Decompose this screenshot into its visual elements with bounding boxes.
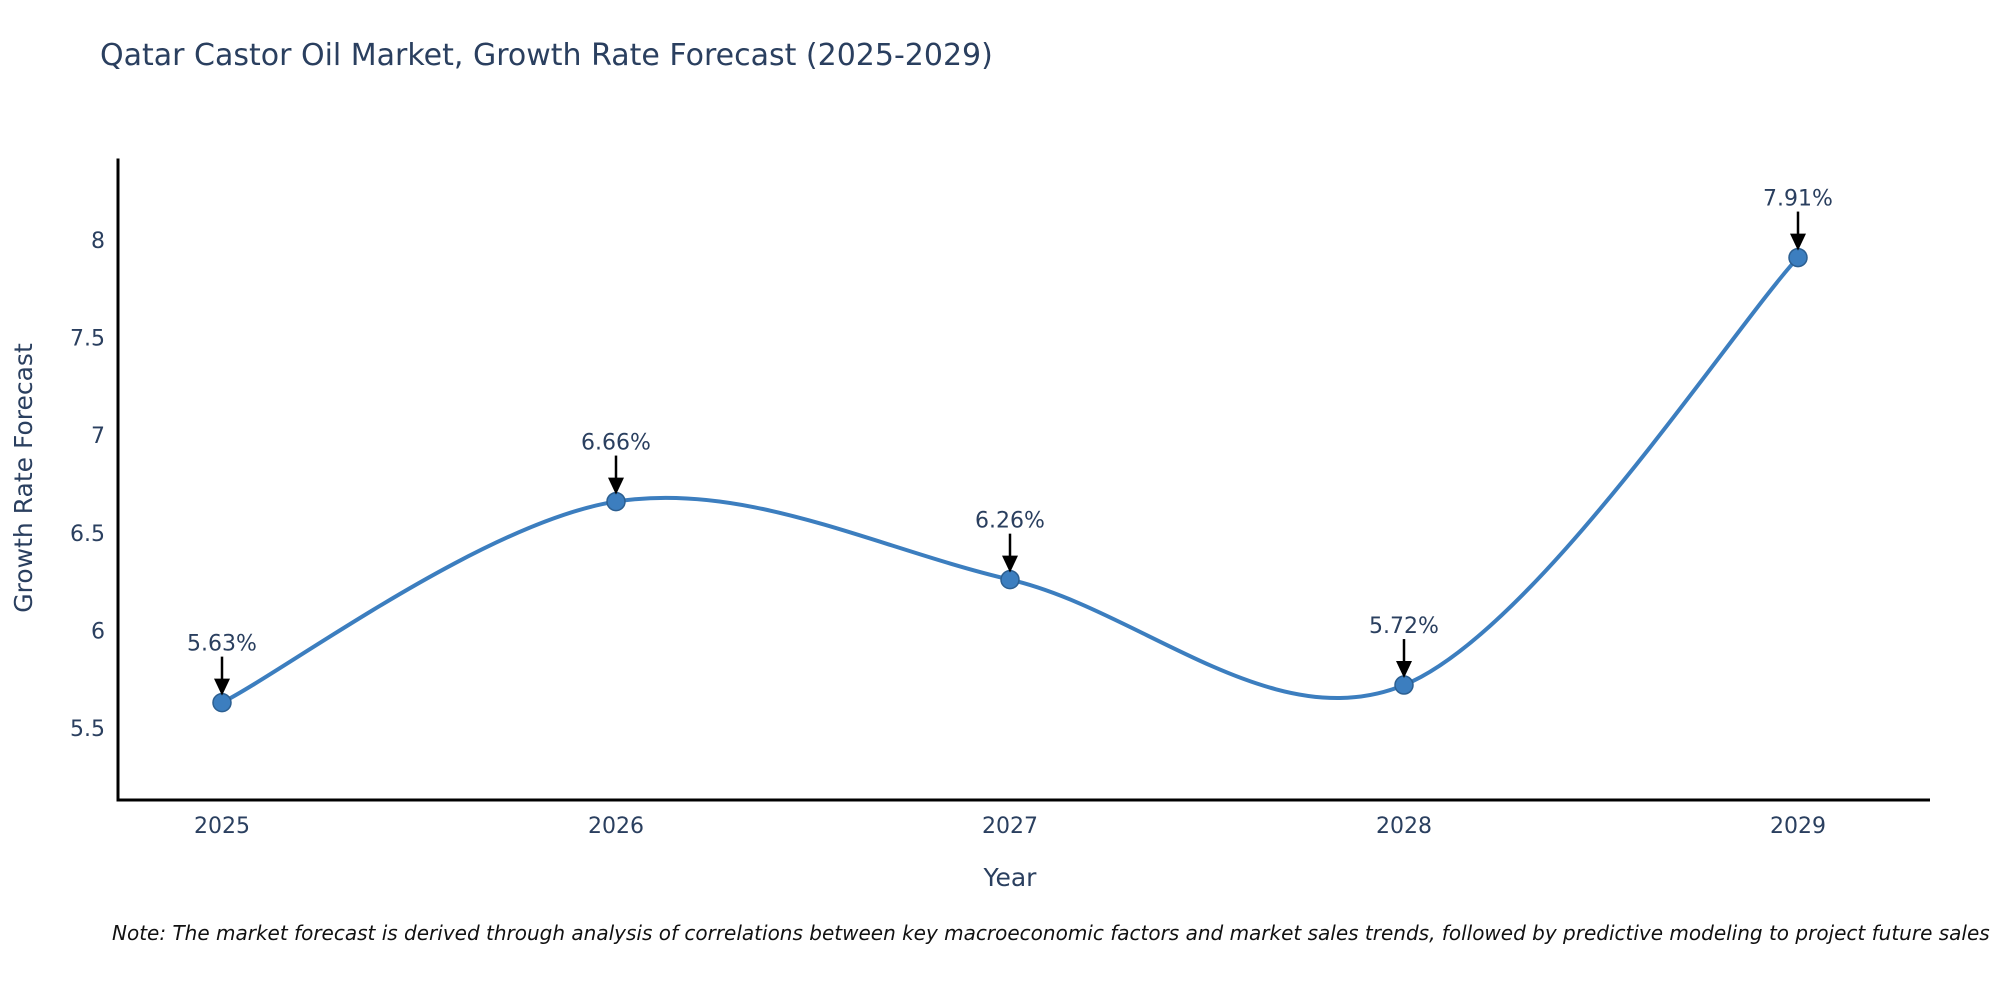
annotation-arrow-head — [1002, 555, 1018, 573]
data-point-marker — [1788, 247, 1808, 268]
chart-title: Qatar Castor Oil Market, Growth Rate For… — [100, 38, 993, 73]
y-tick-label: 7 — [91, 424, 105, 449]
x-tick-label: 2028 — [1376, 814, 1432, 839]
x-tick-label: 2026 — [588, 814, 644, 839]
annotation-arrow-head — [608, 477, 624, 495]
footnote: Note: The market forecast is derived thr… — [112, 921, 1990, 945]
y-tick-label: 5.5 — [70, 717, 105, 742]
data-point-marker — [606, 491, 626, 512]
data-point-label: 5.72% — [1369, 614, 1439, 639]
series-line — [220, 255, 1800, 705]
y-axis-title: Growth Rate Forecast — [9, 343, 38, 613]
data-point-label: 7.91% — [1763, 187, 1833, 212]
y-axis-tick-labels: 5.5 6 6.5 7 7.5 8 — [70, 229, 105, 742]
data-point-marker — [1394, 675, 1414, 695]
data-point-label: 5.63% — [187, 632, 257, 657]
y-tick-label: 8 — [91, 229, 105, 254]
x-tick-label: 2027 — [982, 814, 1038, 839]
data-point-marker — [1000, 569, 1020, 590]
x-axis-title: Year — [983, 863, 1038, 892]
y-tick-label: 6.5 — [70, 522, 105, 547]
annotation-arrow-head — [214, 678, 230, 696]
data-point-label: 6.26% — [975, 509, 1045, 534]
data-point-label: 6.66% — [581, 431, 651, 456]
data-point-markers — [212, 247, 1808, 713]
x-tick-label: 2029 — [1770, 814, 1826, 839]
point-annotations: 5.63% 6.66% 6.26% 5.72% 7.91% — [187, 187, 1833, 696]
x-axis-tick-labels: 2025 2026 2027 2028 2029 — [194, 814, 1826, 839]
x-tick-label: 2025 — [194, 814, 250, 839]
annotation-arrow-head — [1396, 661, 1412, 679]
data-point-marker — [212, 692, 232, 713]
y-tick-label: 6 — [91, 619, 105, 644]
y-tick-label: 7.5 — [70, 327, 105, 352]
annotation-arrow-head — [1790, 233, 1806, 251]
